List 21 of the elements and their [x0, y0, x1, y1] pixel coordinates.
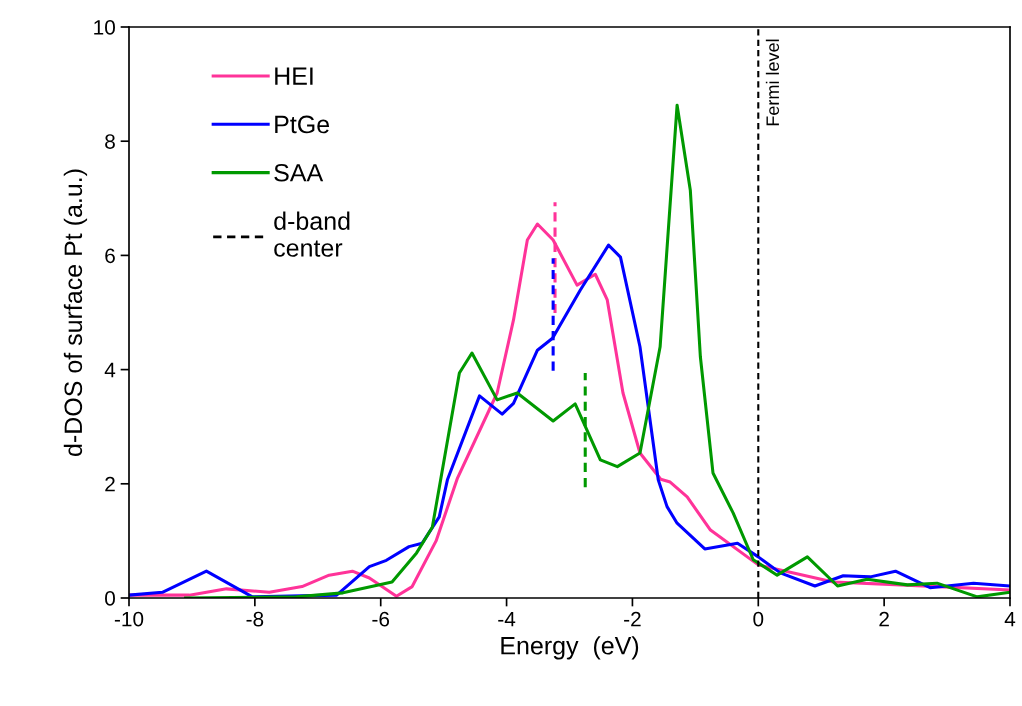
- x-tick-label: -6: [372, 611, 390, 627]
- x-tick-label: -2: [624, 611, 641, 627]
- x-tick-label: 2: [879, 611, 889, 627]
- legend-label: HEI: [275, 67, 313, 85]
- y-tick-label: 6: [105, 248, 115, 264]
- y-tick-label: 10: [94, 20, 115, 35]
- y-tick-label: 4: [104, 362, 116, 378]
- x-tick-label: 0: [753, 611, 764, 627]
- legend-label: SAA: [274, 163, 324, 182]
- annotation: d-band center: [274, 211, 350, 257]
- x-axis-title: Energy (eV): [501, 636, 639, 660]
- x-tick-label: -10: [114, 611, 144, 627]
- legend-label: PtGe: [275, 115, 330, 134]
- y-tick-label: 8: [105, 134, 115, 149]
- x-tick-label: -8: [246, 611, 264, 627]
- y-tick-label: 0: [105, 591, 115, 606]
- x-tick-label: 4: [1004, 611, 1016, 627]
- ref-line-label: Fermi level: [765, 39, 780, 126]
- y-tick-label: 2: [105, 476, 115, 492]
- y-axis-title: d-DOS of surface Pt (a.u.): [63, 169, 88, 456]
- x-tick-label: -4: [498, 611, 516, 627]
